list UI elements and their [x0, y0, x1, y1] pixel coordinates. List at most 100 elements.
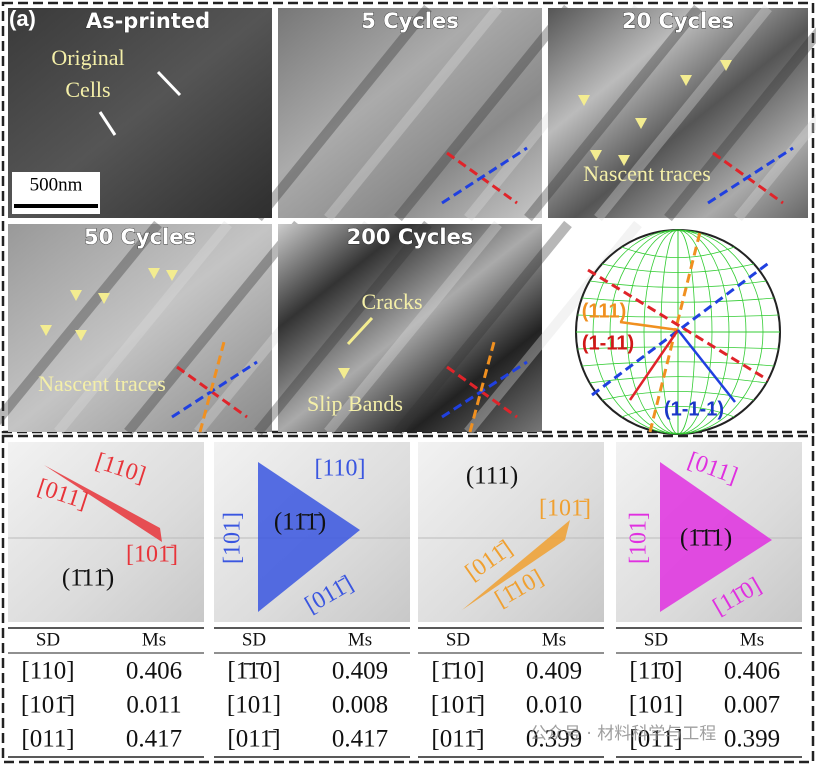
trace-red	[587, 268, 769, 382]
slip-band	[124, 220, 302, 436]
slip-plane	[44, 465, 162, 542]
table-cell: [011̄]	[227, 726, 280, 753]
slip-band	[254, 220, 432, 436]
table-header: SD	[644, 629, 668, 650]
direction-label: [101]	[626, 512, 652, 564]
tile-title: 50 Cycles	[84, 225, 196, 249]
table-cell: 0.417	[126, 726, 182, 753]
marker	[618, 155, 630, 166]
table-cell: 0.399	[526, 726, 582, 753]
table-header: SD	[242, 629, 266, 650]
arrow	[156, 70, 182, 97]
marker	[70, 290, 82, 301]
slip-band	[524, 4, 702, 222]
pole-label: (111)	[582, 300, 626, 322]
table-cell: 0.010	[526, 692, 582, 719]
annotation: Nascent traces	[38, 371, 166, 396]
marker	[75, 330, 87, 341]
trace-orange	[198, 341, 226, 433]
watermark: 公众号 · 材料科学与工程	[530, 724, 716, 744]
marker	[40, 325, 52, 336]
table-header: Ms	[348, 629, 372, 650]
pole	[677, 329, 736, 403]
table-header: Ms	[740, 629, 764, 650]
annotation: Original	[51, 45, 124, 70]
slip-band	[394, 220, 572, 436]
marker	[635, 118, 647, 129]
plane-label: (1̄1̄1)	[680, 525, 732, 552]
arrow	[346, 316, 374, 346]
table-cell: [11̄0]	[629, 658, 682, 685]
table-cell: 0.011	[126, 692, 181, 719]
trace-blue	[441, 360, 528, 419]
slip-band	[324, 220, 502, 436]
table-cell: 0.007	[724, 692, 780, 719]
direction-label: [101̄]	[539, 496, 591, 522]
tem-image	[278, 8, 542, 218]
annotation: Nascent traces	[583, 161, 711, 186]
tile-title: As-printed	[86, 9, 210, 33]
slip-band	[0, 220, 162, 426]
table-cell: 0.008	[332, 692, 388, 719]
table-cell: [101]	[227, 692, 281, 719]
slip-plane	[258, 462, 360, 612]
slip-band	[394, 4, 572, 222]
pole-label: (1-11)	[582, 332, 634, 354]
slip-band	[254, 4, 432, 222]
direction-label: [101]	[220, 512, 246, 564]
table-cell: 0.409	[526, 658, 582, 685]
direction-label: [101̄]	[126, 542, 178, 568]
table-cell: [011]	[21, 726, 74, 753]
table-cell: [1̄1̄0]	[227, 658, 280, 685]
marker	[720, 60, 732, 71]
slip-band	[664, 27, 816, 222]
plane-label: (111)	[466, 463, 518, 490]
trace-blue	[591, 260, 771, 397]
plane-label: (1̄11̄)	[62, 565, 114, 592]
tile-title: 5 Cycles	[361, 9, 458, 33]
slip-band	[594, 4, 772, 222]
table-header: Ms	[142, 629, 166, 650]
marker	[338, 368, 350, 379]
table-cell: [1̄10]	[431, 658, 484, 685]
table-cell: 0.399	[724, 726, 780, 753]
table-cell: 0.406	[126, 658, 182, 685]
trace-orange	[468, 341, 496, 433]
slip-plane	[462, 520, 570, 610]
pole	[628, 329, 680, 401]
arrow	[98, 111, 117, 136]
trace-blue	[707, 146, 794, 205]
table-cell: [011]	[629, 726, 682, 753]
slip-band	[324, 4, 502, 222]
marker	[98, 293, 110, 304]
annotation: Cracks	[361, 289, 422, 314]
crystal-image	[8, 442, 204, 622]
slip-band	[734, 113, 816, 222]
marker	[148, 268, 160, 279]
plane-label: (11̄1̄)	[274, 509, 326, 536]
pole-label: (1-1-1)	[664, 398, 724, 420]
pole	[619, 320, 679, 332]
table-cell: [011̄]	[431, 726, 484, 753]
annotation: Cells	[65, 77, 110, 102]
slip-band	[54, 220, 232, 436]
annotation: Slip Bands	[307, 391, 403, 416]
table-cell: 0.417	[332, 726, 388, 753]
table-cell: [101̄]	[21, 692, 75, 719]
table-cell: 0.409	[332, 658, 388, 685]
tile-title: 20 Cycles	[622, 9, 734, 33]
trace-blue	[171, 360, 258, 419]
marker	[578, 95, 590, 106]
scale-bar-label: 500nm	[30, 174, 83, 195]
table-header: Ms	[542, 629, 566, 650]
table-cell: [101̄]	[431, 692, 485, 719]
marker	[166, 270, 178, 281]
table-cell: [101]	[629, 692, 683, 719]
crystal-image	[418, 442, 604, 622]
direction-label: [110]	[314, 456, 365, 482]
tem-image	[548, 8, 808, 218]
table-header: SD	[446, 629, 470, 650]
tem-image	[8, 224, 272, 432]
marker	[590, 150, 602, 161]
